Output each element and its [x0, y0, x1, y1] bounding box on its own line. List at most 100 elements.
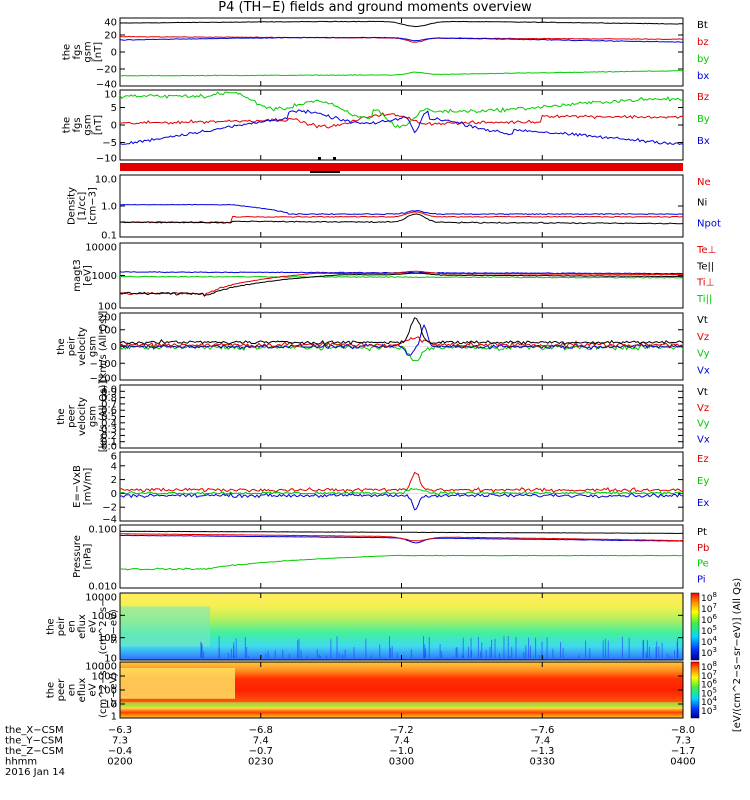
x-axis-row-label: the_X−CSM [5, 725, 64, 736]
y-axis-label-line: [km/s (All Qs)] [98, 381, 109, 453]
y-axis-label-line: eflux [77, 614, 88, 639]
legend-vx: Vx [697, 365, 710, 376]
y-tick-label: 10.0 [95, 175, 117, 186]
legend-vy: Vy [697, 349, 710, 360]
y-tick-label: −40 [96, 80, 117, 91]
y-tick-label: 40 [104, 18, 117, 29]
legend-bt: Bt [697, 20, 708, 31]
y-axis-label-line: gsm [88, 406, 99, 427]
series-line-efield-2 [119, 471, 684, 494]
x-tick-label: −7.6 [530, 725, 554, 736]
y-tick-label: 1000 [92, 672, 117, 683]
colorbar-rect [690, 592, 700, 661]
y-axis-label: magt3 [eV] [72, 259, 94, 292]
panel-frame [119, 451, 684, 522]
y-axis-label-line: Pressure [72, 535, 83, 578]
y-tick-label: −4 [102, 515, 117, 526]
y-axis-label-line: peir [67, 336, 78, 356]
x-tick-label: 0300 [389, 757, 414, 768]
x-tick-label: 0200 [107, 757, 132, 768]
y-axis-label-line: sr−eV) [109, 673, 120, 708]
x-tick-label: 0330 [530, 757, 555, 768]
y-tick-label: −5 [102, 138, 117, 149]
y-tick-label: 100 [98, 686, 117, 697]
legend-npot: Npot [697, 218, 721, 229]
series-line-pressure-0 [119, 554, 684, 571]
series-line-pressure-3 [119, 530, 684, 535]
series-line-fgs_gsm_zoom-0 [119, 112, 684, 129]
x-tick-label: 0400 [670, 757, 695, 768]
legend-te: Te⊥ [696, 245, 716, 256]
legend-pb: Pb [697, 543, 709, 554]
y-tick-label: 0 [111, 48, 117, 59]
y-tick-label: 10000 [85, 243, 117, 254]
y-tick-label: 10 [104, 90, 117, 101]
legend-ti: Ti|| [696, 294, 712, 305]
y-tick-label: 1 [111, 712, 117, 723]
y-tick-label: 0.6 [101, 406, 117, 417]
y-tick-label: 0.2 [101, 431, 117, 442]
y-tick-label: 100 [98, 325, 117, 336]
y-tick-label: 0.1 [101, 437, 117, 448]
legend-vy: Vy [697, 419, 710, 430]
series-line-efield-1 [119, 487, 684, 496]
y-tick-label: 0.100 [88, 525, 117, 536]
y-axis-label-line: the [61, 44, 72, 60]
data-quality-bar [120, 163, 683, 171]
y-tick-label: −20 [96, 65, 117, 76]
y-tick-label: 0.7 [101, 399, 117, 410]
peir-spec-early-band [120, 606, 210, 647]
x-tick-label: −1.7 [671, 746, 695, 757]
y-axis-label-line: velocity [77, 397, 88, 436]
panel-fgs_gsm_zoom: 10 5 0 −5 −10 the fgs gsm [nT] Bz By Bx [61, 89, 710, 165]
y-tick-label: 20 [104, 31, 117, 42]
x-tick-label: 7.4 [534, 736, 550, 747]
x-tick-label: −7.2 [389, 725, 413, 736]
legend-bz: Bz [697, 92, 709, 103]
y-axis-label-line: (cm^2−s− [98, 599, 109, 655]
y-tick-label: 0.4 [101, 418, 117, 429]
colorbar-rect [690, 661, 700, 719]
y-tick-label: −10 [96, 154, 117, 165]
x-tick-label: −6.3 [108, 725, 132, 736]
y-axis-label-line: gsm [88, 336, 99, 357]
y-axis-label-line: [nT] [93, 42, 104, 62]
y-axis-label-line: eV [88, 620, 99, 633]
x-axis-row-label: the_Z−CSM [5, 746, 64, 757]
y-axis-label-line: fgs [72, 44, 83, 59]
legend-bx: bx [697, 71, 709, 82]
date-label: 2016 Jan 14 [5, 767, 65, 778]
y-axis-label-line: velocity [77, 327, 88, 366]
y-tick-label: 4 [111, 461, 117, 472]
y-axis-label-line: the [56, 408, 67, 424]
y-axis-label-line: the [56, 338, 67, 354]
y-axis-label-line: eflux [77, 678, 88, 703]
y-tick-label: −200 [90, 374, 117, 385]
y-tick-label: 0.010 [88, 582, 117, 593]
y-axis-label-line: gsm [82, 41, 93, 62]
x-tick-label: −6.8 [249, 725, 273, 736]
y-tick-label: 6 [111, 452, 117, 463]
legend-bz: bz [697, 37, 709, 48]
x-tick-label: −0.7 [249, 746, 273, 757]
y-axis-label: the peer velocity gsm [km/s (All Qs)] [56, 381, 109, 453]
series-line-peir_velocity-2 [119, 336, 684, 349]
y-axis-label-line: E=−VxB [72, 465, 83, 508]
y-axis-label-line: (cm^2−s− [98, 662, 109, 718]
y-tick-label: −100 [90, 359, 117, 370]
y-tick-label: 0.9 [101, 387, 117, 398]
x-axis-row-label: the_Y−CSM [5, 736, 63, 747]
y-axis-label-line: the [46, 682, 57, 698]
series-line-peir_velocity-1 [119, 324, 684, 356]
y-axis-label-line: [cm−3] [88, 187, 99, 225]
colorbar-label: [eV/(cm^2−s−sr−eV)] (All Qs) [732, 578, 743, 732]
panel-pressure: 0.100 0.010 Pressure [nPa] Pt Pb Pe Pi [72, 524, 709, 593]
legend-vz: Vz [697, 332, 709, 343]
x-tick-label: 0230 [248, 757, 273, 768]
legend-ey: Ey [697, 476, 709, 487]
legend-by: By [697, 114, 710, 125]
y-axis-label-line: magt3 [72, 259, 83, 292]
